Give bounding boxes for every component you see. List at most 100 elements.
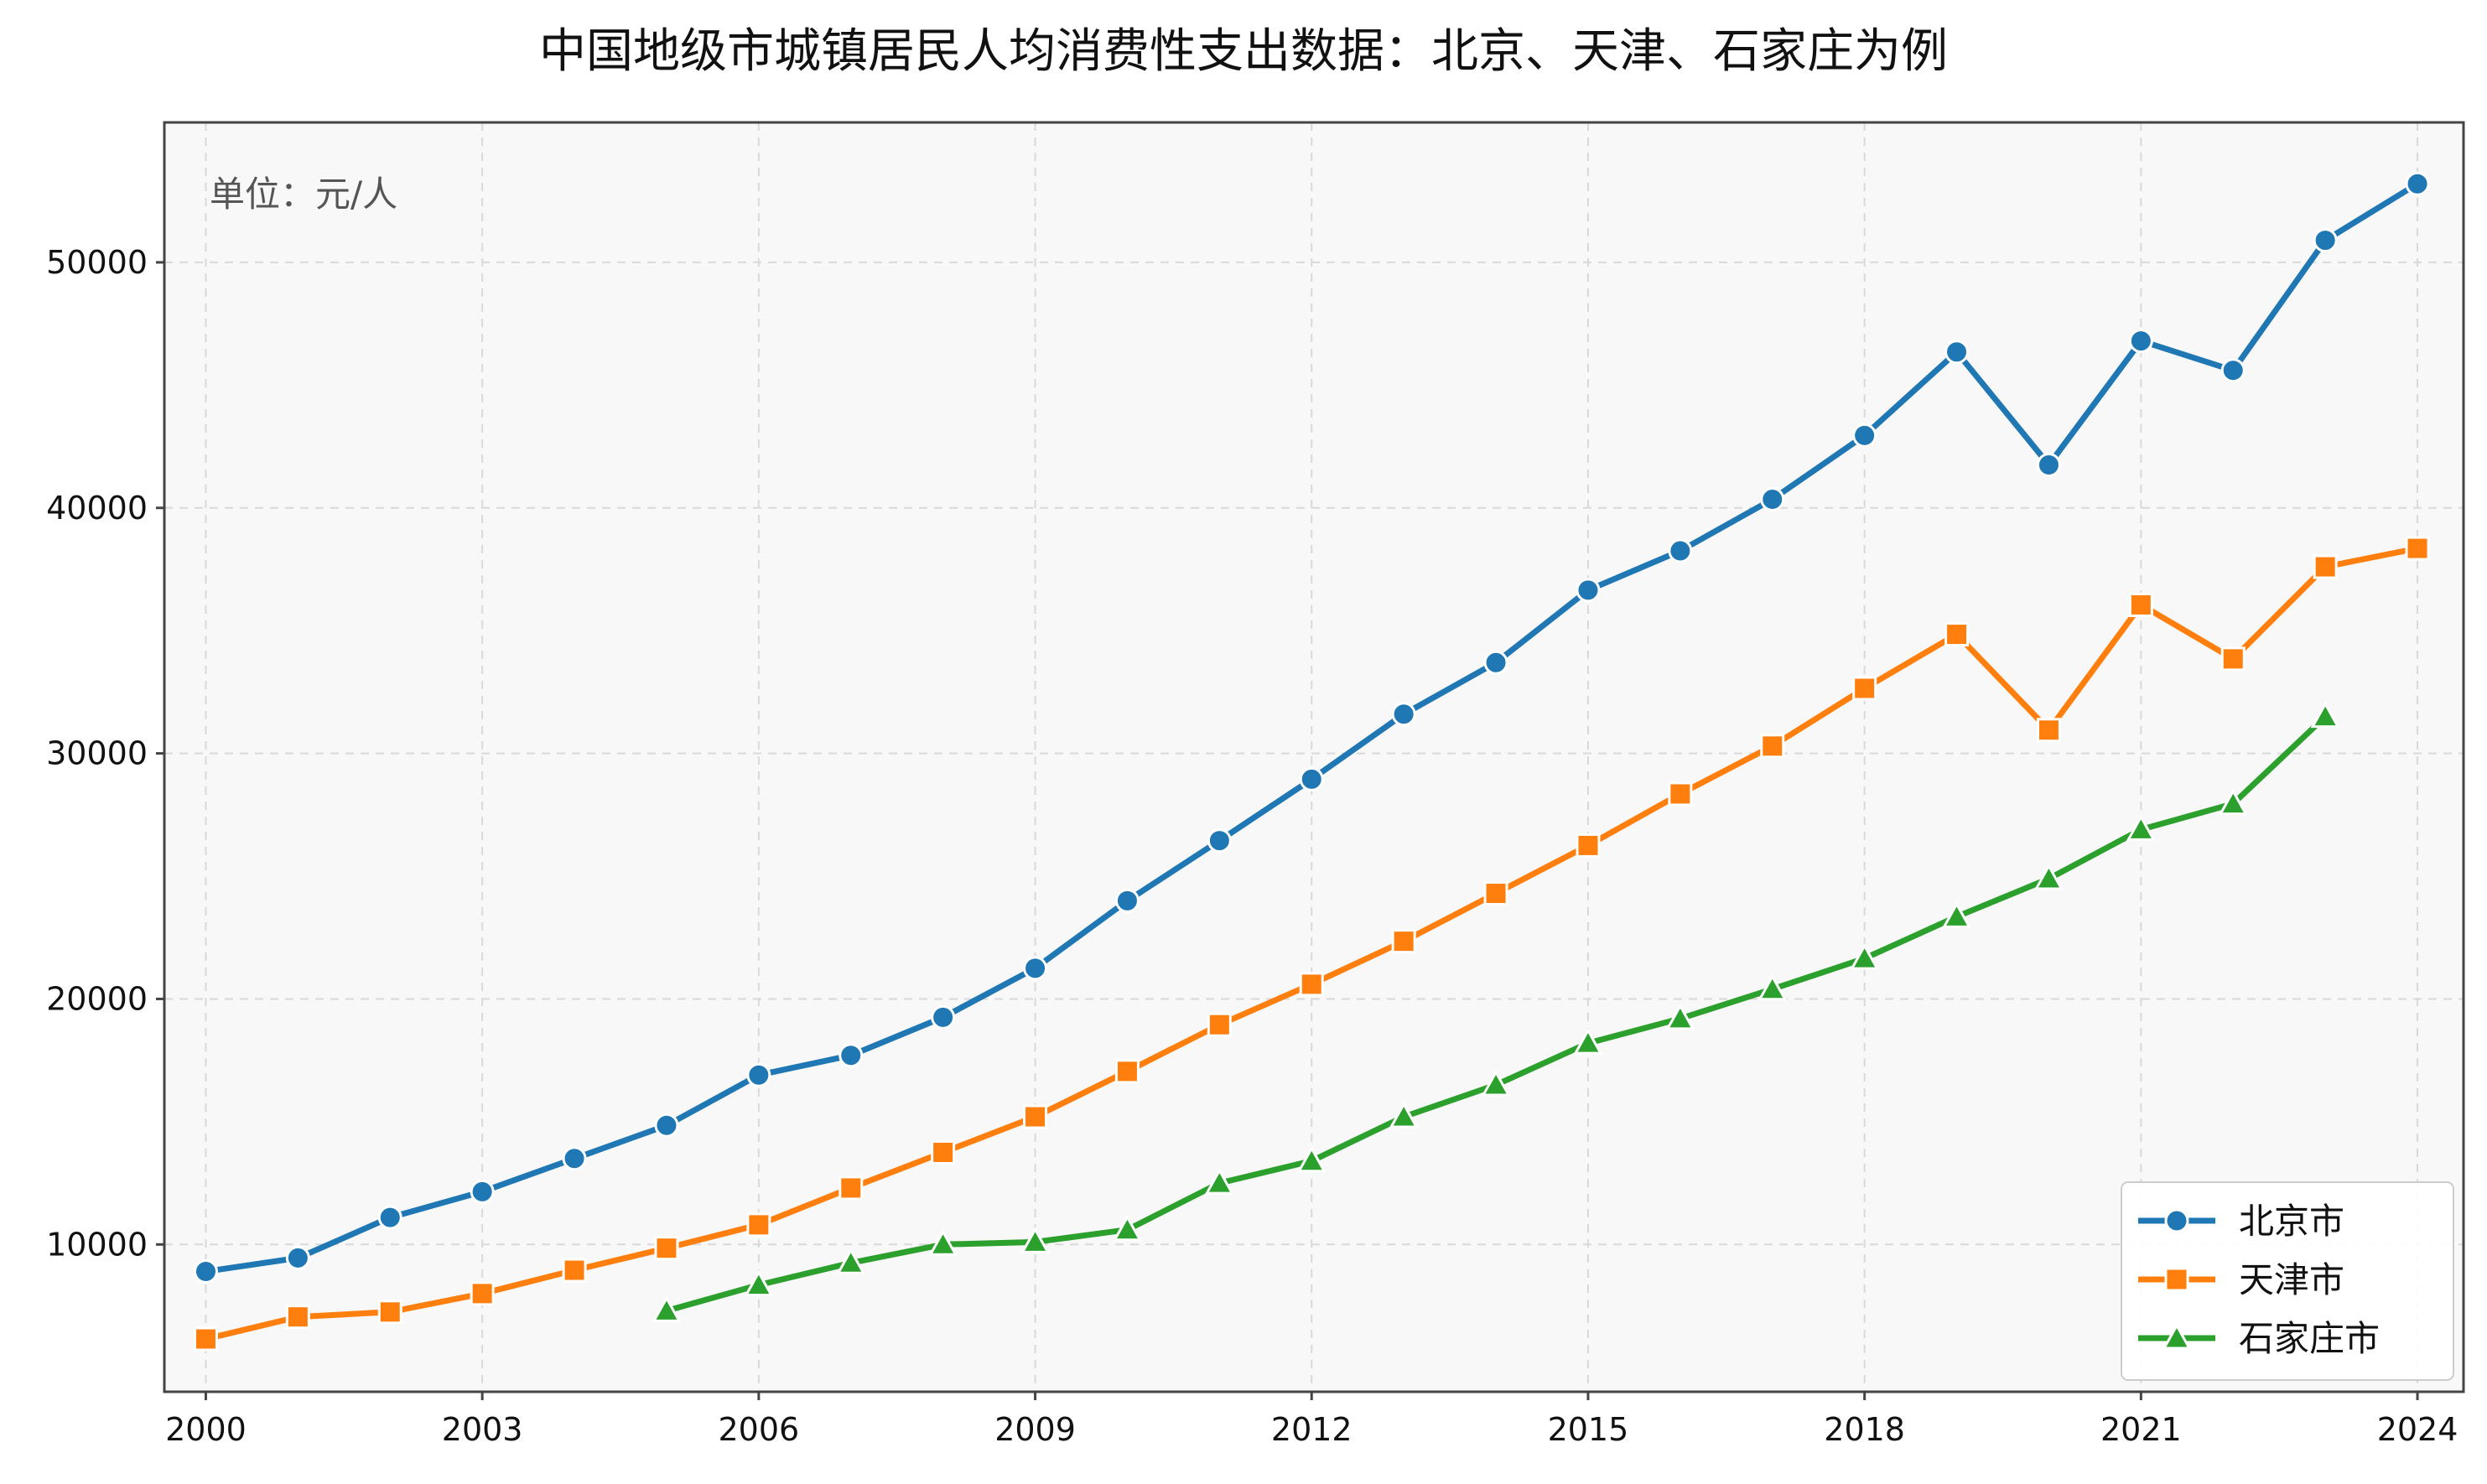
x-tick-label: 2003 xyxy=(442,1411,523,1448)
data-point xyxy=(654,1113,679,1138)
data-point xyxy=(1758,973,1788,1001)
legend-swatch-marker xyxy=(2164,1208,2189,1233)
data-point xyxy=(1850,943,1880,970)
data-point xyxy=(1573,1028,1603,1055)
data-point xyxy=(2405,171,2430,196)
data-point xyxy=(1576,833,1601,858)
data-point xyxy=(1944,622,1970,647)
x-tick-label: 2015 xyxy=(1548,1411,1629,1448)
data-point xyxy=(1389,1101,1419,1129)
data-point xyxy=(2220,358,2246,383)
legend-swatch-marker xyxy=(2162,1322,2192,1350)
y-tick-label: 50000 xyxy=(46,244,148,281)
series-3 xyxy=(652,701,2340,1322)
data-point xyxy=(2033,863,2064,890)
y-tick-label: 30000 xyxy=(46,735,148,772)
series-1 xyxy=(193,171,2430,1284)
data-point xyxy=(2220,646,2246,672)
data-point xyxy=(2036,453,2061,478)
data-point xyxy=(1668,538,1693,563)
data-point xyxy=(470,1281,495,1306)
data-point xyxy=(652,1295,682,1322)
data-point xyxy=(1112,1214,1143,1242)
x-tick-label: 2012 xyxy=(1271,1411,1353,1448)
data-point xyxy=(285,1305,310,1330)
data-point xyxy=(1944,340,1970,365)
data-point xyxy=(1391,702,1416,727)
data-point xyxy=(1207,1012,1232,1037)
data-point xyxy=(654,1236,679,1261)
y-tick-label: 20000 xyxy=(46,980,148,1017)
data-point xyxy=(1852,676,1877,701)
legend-item: 北京市 xyxy=(2138,1201,2344,1242)
series-2 xyxy=(193,536,2430,1352)
x-tick-label: 2024 xyxy=(2377,1411,2458,1448)
data-point xyxy=(1207,828,1232,854)
data-point xyxy=(746,1062,771,1087)
chart-title: 中国地级市城镇居民人均消费性支出数据：北京、天津、石家庄为例 xyxy=(539,24,1948,79)
data-point xyxy=(470,1179,495,1204)
legend-box xyxy=(2121,1181,2454,1381)
data-point xyxy=(1665,1003,1695,1030)
plot-frame xyxy=(163,121,2465,1393)
data-point xyxy=(193,1259,218,1284)
data-point xyxy=(1299,972,1324,997)
y-tick-label: 40000 xyxy=(46,490,148,527)
data-point xyxy=(2128,592,2153,617)
plot-area xyxy=(164,122,2464,1392)
data-point xyxy=(2405,536,2430,561)
data-point xyxy=(1576,578,1601,603)
unit-note: 单位：元/人 xyxy=(210,174,397,215)
data-point xyxy=(1299,766,1324,791)
x-tick-label: 2009 xyxy=(994,1411,1076,1448)
data-point xyxy=(931,1004,956,1030)
y-tick-label: 10000 xyxy=(46,1226,148,1263)
data-point xyxy=(2310,701,2340,729)
data-point xyxy=(1023,1104,1048,1129)
data-point xyxy=(377,1205,402,1230)
data-point xyxy=(2313,228,2338,253)
axis-ticks: 2000 2003 2006 2009 2012 2015 2018 2021 2024 1000… xyxy=(46,244,2458,1448)
data-point xyxy=(1668,781,1693,807)
x-tick-label: 2021 xyxy=(2100,1411,2182,1448)
data-point xyxy=(839,1175,864,1201)
x-tick-label: 2018 xyxy=(1824,1411,1905,1448)
data-point xyxy=(1852,423,1877,448)
data-point xyxy=(562,1146,587,1171)
data-point xyxy=(1481,1069,1511,1097)
data-point xyxy=(1114,888,1140,913)
data-point xyxy=(2128,329,2153,354)
data-point xyxy=(2313,554,2338,579)
data-point xyxy=(839,1043,864,1068)
legend-item: 天津市 xyxy=(2138,1259,2344,1300)
data-point xyxy=(931,1139,956,1165)
data-point xyxy=(1023,956,1048,981)
data-point xyxy=(1020,1227,1051,1253)
data-point xyxy=(1760,487,1785,512)
data-point xyxy=(562,1258,587,1283)
legend-swatch-marker xyxy=(2164,1267,2189,1292)
data-point xyxy=(928,1229,958,1256)
data-point xyxy=(2036,718,2061,743)
data-point xyxy=(836,1248,866,1274)
legend-label: 石家庄市 xyxy=(2239,1318,2380,1359)
data-point xyxy=(193,1326,218,1352)
legend-item: 石家庄市 xyxy=(2138,1318,2380,1359)
x-tick-label: 2006 xyxy=(718,1411,799,1448)
legend-label: 天津市 xyxy=(2239,1259,2344,1300)
data-point xyxy=(744,1269,774,1297)
data-point xyxy=(1942,901,1972,928)
data-point xyxy=(1483,650,1508,675)
data-point xyxy=(2218,788,2248,816)
x-tick-label: 2000 xyxy=(165,1411,247,1448)
data-point xyxy=(2126,814,2156,841)
data-point xyxy=(1483,881,1508,906)
data-point xyxy=(1391,929,1416,954)
legend-label: 北京市 xyxy=(2239,1201,2344,1242)
data-point xyxy=(1296,1145,1327,1173)
data-point xyxy=(1760,734,1785,759)
data-point xyxy=(746,1212,771,1238)
data-point xyxy=(1114,1059,1140,1084)
